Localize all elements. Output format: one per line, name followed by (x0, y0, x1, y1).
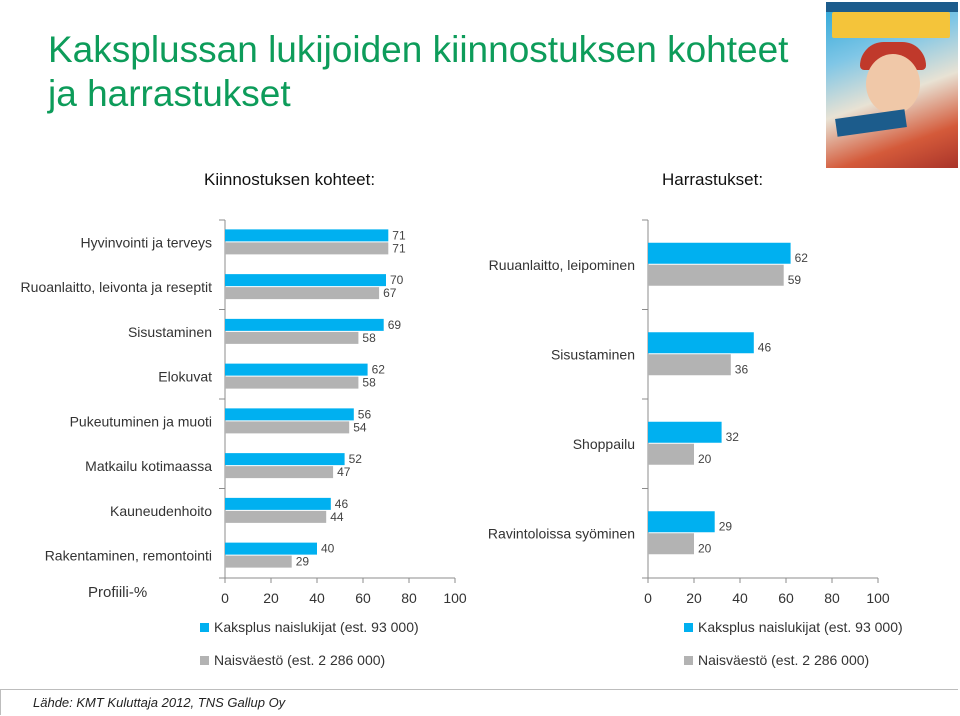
bar (225, 421, 350, 434)
data-label: 67 (383, 286, 397, 300)
bar (225, 229, 389, 242)
legend-swatch-kaksplus (684, 622, 693, 632)
category-label: Hyvinvointi ja terveys (81, 234, 213, 250)
category-label: Rakentaminen, remontointi (45, 548, 212, 564)
legend-label: Naisväestö (est. 2 286 000) (698, 652, 870, 668)
category-label: Kauneudenhoito (110, 503, 212, 519)
data-label: 59 (788, 273, 802, 287)
data-label: 44 (330, 510, 344, 524)
x-tick-label: 40 (309, 590, 325, 606)
data-label: 20 (698, 452, 712, 466)
bar (225, 376, 359, 389)
data-label: 71 (392, 228, 406, 242)
data-label: 46 (335, 497, 349, 511)
legend-label: Naisväestö (est. 2 286 000) (214, 652, 386, 668)
x-tick-label: 0 (644, 590, 652, 606)
bar (648, 242, 791, 264)
data-label: 62 (372, 363, 386, 377)
data-label: 47 (337, 465, 351, 479)
x-tick-label: 20 (263, 590, 279, 606)
data-label: 46 (758, 340, 772, 354)
bar (225, 466, 334, 479)
x-tick-label: 80 (824, 590, 840, 606)
source-note: Lähde: KMT Kuluttaja 2012, TNS Gallup Oy (0, 689, 958, 715)
bar (225, 408, 354, 421)
category-label: Matkailu kotimaassa (85, 458, 212, 474)
left-chart-title: Kiinnostuksen kohteet: (204, 170, 376, 189)
x-tick-label: 100 (443, 590, 467, 606)
bar (225, 331, 359, 344)
data-label: 36 (735, 362, 749, 376)
data-label: 69 (388, 318, 402, 332)
category-label: Ravintoloissa syöminen (488, 525, 635, 541)
data-label: 20 (698, 541, 712, 555)
bar (648, 421, 722, 443)
category-label: Sisustaminen (551, 346, 635, 362)
x-tick-label: 60 (355, 590, 371, 606)
data-label: 58 (362, 376, 376, 390)
legend-swatch-kaksplus (200, 622, 209, 632)
legend-swatch-naisvaesto (200, 655, 209, 665)
hobbies-chart: 0 20 40 60 80 100 Ruuanlaitto, leipominen 62 59 S… (488, 219, 890, 606)
bar (225, 497, 331, 510)
data-label: 58 (362, 331, 376, 345)
bar (225, 318, 384, 331)
data-label: 52 (349, 452, 363, 466)
legend-item: Kaksplus naislukijat (est. 93 000) (200, 618, 419, 636)
left-legend: Kaksplus naislukijat (est. 93 000) Naisv… (200, 618, 419, 684)
page-title: Kaksplussan lukijoiden kiinnostuksen koh… (48, 29, 789, 114)
bar (225, 555, 292, 568)
bar (225, 242, 389, 255)
bar (225, 510, 327, 523)
bar (648, 264, 784, 286)
x-tick-label: 80 (401, 590, 417, 606)
legend-item: Naisväestö (est. 2 286 000) (200, 651, 419, 669)
category-label: Shoppailu (573, 436, 635, 452)
cover-logo (832, 12, 950, 38)
data-label: 71 (392, 241, 406, 255)
bar (648, 354, 731, 376)
bar (648, 511, 715, 533)
data-label: 32 (726, 430, 740, 444)
x-axis-label: Profiili-% (88, 584, 147, 601)
legend-label: Kaksplus naislukijat (est. 93 000) (214, 619, 419, 635)
bar (225, 542, 317, 555)
right-legend: Kaksplus naislukijat (est. 93 000) Naisv… (684, 618, 903, 684)
legend-item: Naisväestö (est. 2 286 000) (684, 651, 903, 669)
data-label: 54 (353, 420, 367, 434)
bar (648, 443, 694, 465)
x-tick-label: 60 (778, 590, 794, 606)
bar (225, 363, 368, 376)
category-label: Pukeutuminen ja muoti (70, 413, 212, 429)
data-label: 56 (358, 407, 372, 421)
x-tick-label: 0 (221, 590, 229, 606)
cover-face (866, 54, 920, 114)
category-label: Elokuvat (158, 369, 212, 385)
cover-headline (835, 109, 907, 137)
bar (648, 533, 694, 555)
legend-label: Kaksplus naislukijat (est. 93 000) (698, 619, 903, 635)
data-label: 29 (719, 519, 733, 533)
bar (225, 274, 386, 287)
x-tick-label: 40 (732, 590, 748, 606)
x-tick-label: 20 (686, 590, 702, 606)
magazine-cover-image (826, 2, 958, 168)
x-tick-label: 100 (866, 590, 890, 606)
category-label: Ruuanlaitto, leipominen (489, 257, 635, 273)
data-label: 62 (795, 251, 809, 265)
legend-swatch-naisvaesto (684, 655, 693, 665)
category-label: Ruoanlaitto, leivonta ja reseptit (21, 279, 213, 295)
bar (225, 287, 380, 300)
data-label: 70 (390, 273, 404, 287)
category-label: Sisustaminen (128, 324, 212, 340)
legend-item: Kaksplus naislukijat (est. 93 000) (684, 618, 903, 636)
bar (225, 453, 345, 466)
data-label: 29 (296, 555, 310, 569)
bar (648, 332, 754, 354)
data-label: 40 (321, 542, 335, 556)
right-chart-title: Harrastukset: (662, 170, 764, 189)
source-text: Lähde: KMT Kuluttaja 2012, TNS Gallup Oy (33, 695, 286, 710)
cover-band (826, 2, 958, 12)
